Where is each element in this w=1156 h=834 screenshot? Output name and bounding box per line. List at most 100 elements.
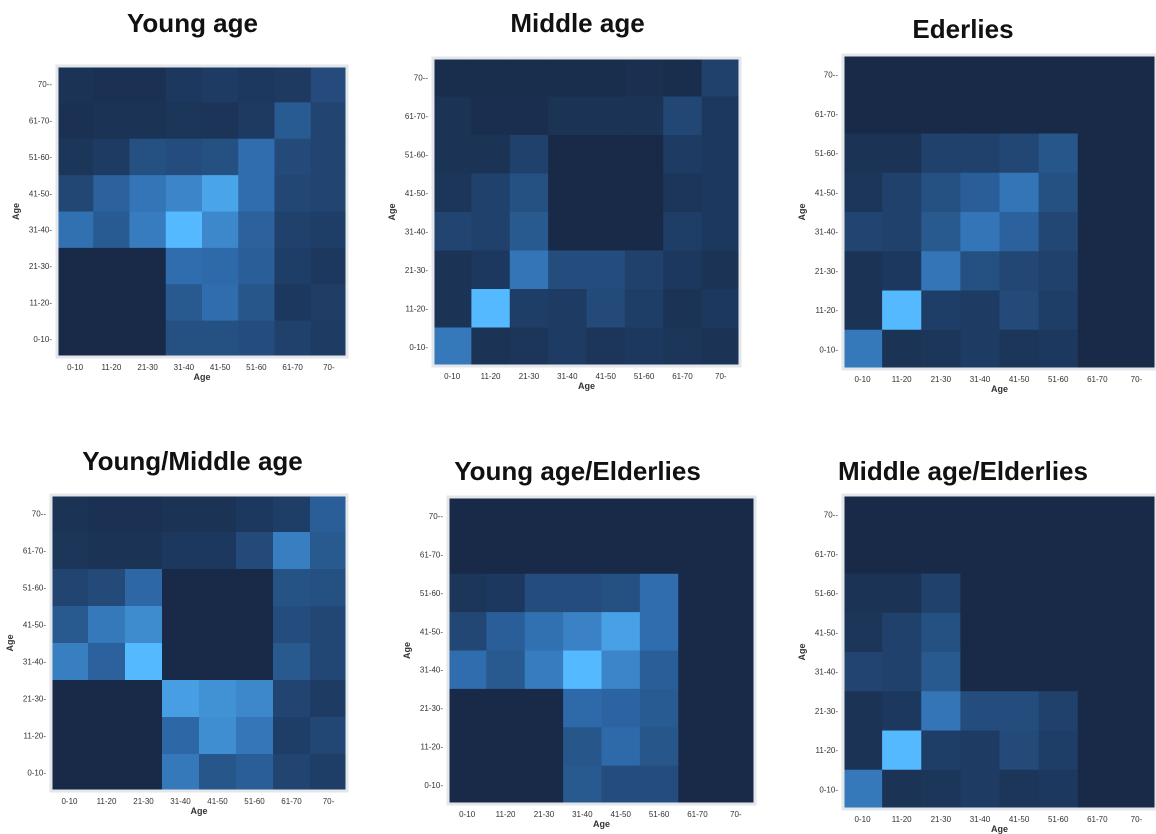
heatmap-cell [88,606,126,644]
heatmap-cell [563,650,602,690]
heatmap-cell [639,688,679,728]
heatmap-cell [236,754,274,792]
x-tick-label: 31-40 [970,375,991,384]
x-tick-label: 31-40 [170,797,191,806]
heatmap-cell [509,250,549,290]
heatmap-cell [238,320,275,358]
heatmap-cell [843,691,883,731]
heatmap-cell [1116,329,1156,370]
heatmap-cell [601,650,641,690]
heatmap-cell [93,247,130,285]
heatmap-cell [921,769,961,810]
heatmap-cell [129,175,167,212]
heatmap-cell [701,289,741,328]
heatmap-cell [57,247,94,285]
heatmap-cell [125,606,163,644]
heatmap-cell [486,573,526,613]
heatmap-cell [882,769,922,810]
heatmap-cell [238,284,275,322]
heatmap-cell [921,730,961,771]
y-tick-label: 70-- [429,512,444,521]
heatmap-cell [999,212,1040,252]
heatmap-cell [1077,212,1118,252]
heatmap-cell [310,717,348,755]
heatmap-cell [273,532,311,570]
heatmap-cell [882,212,922,252]
x-tick-label: 51-60 [1048,375,1069,384]
heatmap-cell [236,569,274,607]
x-tick-label: 41-50 [610,810,631,819]
heatmap-cell [486,727,526,767]
x-tick-label: 70- [323,363,335,372]
heatmap-cell [433,173,472,213]
x-axis-label: Age [578,381,595,391]
heatmap-cell [1077,769,1118,810]
heatmap-cell [51,606,89,644]
heatmap-cell [882,612,922,653]
heatmap-cell [960,94,1000,134]
heatmap-cell [524,765,564,805]
heatmap-cell [921,94,961,134]
heatmap-cell [601,497,641,536]
heatmap-cell [202,247,239,285]
heatmap-cell [125,717,163,755]
heatmap-cell [165,247,203,285]
y-tick-label: 61-70- [405,112,428,121]
heatmap-cell [701,250,741,290]
x-tick-label: 41-50 [207,797,228,806]
heatmap-cell [1038,251,1079,291]
heatmap-panel-middle-age-elderlies: Middle age/Elderlies 0-10 11-20 21-30 31-40… [770,434,1156,834]
x-tick-label: 0-10 [459,810,476,819]
heatmap-cell [433,327,472,367]
heatmap-cell [843,133,883,174]
heatmap-cell [716,688,756,728]
heatmap-cell [843,612,883,653]
plot-frame [841,53,1156,371]
heatmap-cell [57,138,94,176]
x-tick-label: 70- [1131,815,1143,824]
heatmap-cell [471,173,511,213]
heatmap-cell [882,290,922,331]
heatmap-cell [88,643,126,681]
heatmap-cell [882,652,922,692]
x-tick-label: 61-70 [687,810,708,819]
heatmap-cell [999,573,1040,614]
heatmap-cell [999,329,1040,370]
y-tick-label: 21-30- [420,704,443,713]
heatmap-cell [448,535,487,575]
heatmap-cell [125,532,163,570]
heatmap-cell [509,173,549,213]
heatmap-cell [639,765,679,805]
heatmap-cell [999,730,1040,771]
heatmap-cell [273,606,311,644]
heatmap-cell [716,650,756,690]
heatmap-cell [882,172,922,213]
heatmap-cell [843,212,883,252]
heatmap-cell [310,606,348,644]
x-tick-label: 51-60 [649,810,670,819]
heatmap-cell [57,66,94,103]
heatmap-cell [960,251,1000,291]
heatmap-cell [1038,534,1079,574]
heatmap-cell [310,138,348,176]
y-tick-label: 61-70- [29,117,52,126]
heatmap-cell [563,497,602,536]
heatmap-cell [624,289,664,328]
heatmap-cell [199,754,237,792]
plot-frame [55,64,349,359]
y-tick-label: 41-50- [815,188,838,197]
heatmap-cell [238,175,275,212]
heatmap-cell [1116,612,1156,653]
heatmap-cell [1038,329,1079,370]
heatmap-cell [999,769,1040,810]
heatmap-cell [701,327,741,367]
heatmap-cell [88,717,126,755]
heatmap-cell [882,495,922,535]
heatmap-cell [601,765,641,805]
heatmap-cell [586,58,626,97]
heatmap-cell [882,534,922,574]
y-tick-label: 21-30- [815,707,838,716]
heatmap-cell [678,688,718,728]
x-tick-label: 41-50 [595,372,616,381]
heatmap-cell [548,58,587,97]
